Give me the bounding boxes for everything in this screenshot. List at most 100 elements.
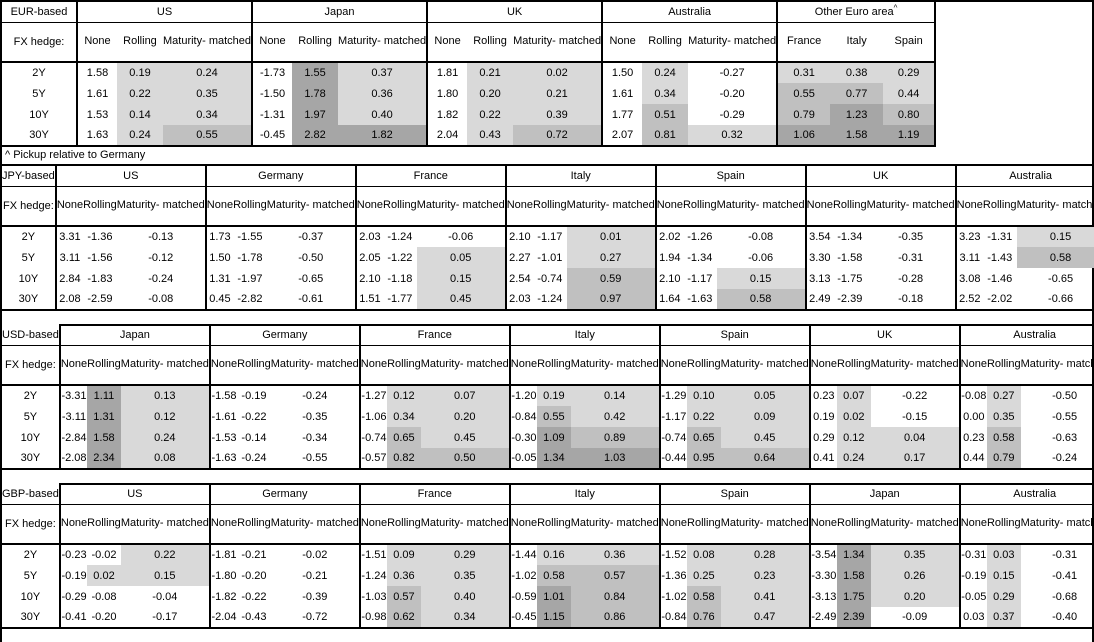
value-cell: -0.31 xyxy=(958,544,987,565)
table-row: 5Y -0.19 0.02 0.15 -1.80 -0.20 -0.21 -1.24 0.36 0… xyxy=(2,565,1094,586)
value-cell: 3.54 xyxy=(804,226,833,247)
value-cell: -1.02 xyxy=(508,565,538,586)
value-cell: -0.34 xyxy=(270,427,361,448)
column-header: Maturity- matched xyxy=(1020,345,1094,386)
value-cell: -0.29 xyxy=(58,586,88,607)
value-cell: -0.55 xyxy=(270,448,361,470)
value-cell: -1.36 xyxy=(658,565,688,586)
fx-hedge-label: FX hedge: xyxy=(2,504,61,545)
value-cell: 0.24 xyxy=(163,62,254,83)
value-cell: 0.65 xyxy=(387,427,421,448)
group-header-uk: UK xyxy=(808,324,961,346)
value-cell: 2.34 xyxy=(87,448,121,470)
value-cell: -1.18 xyxy=(387,272,413,285)
value-cell: -1.31 xyxy=(251,104,293,125)
value-cell: 0.16 xyxy=(537,544,571,565)
value-cell: 1.51 xyxy=(354,289,384,311)
value-cell: 2.03 xyxy=(354,226,384,247)
value-cell: -1.03 xyxy=(358,586,388,607)
value-cell: 0.19 xyxy=(808,406,837,427)
column-header: Maturity- matched xyxy=(270,504,361,545)
value-cell: -0.05 xyxy=(958,586,987,607)
value-cell: 1.63 xyxy=(76,125,117,147)
column-header: Spain xyxy=(883,22,937,63)
value-cell: -0.02 xyxy=(91,549,117,561)
value-cell: 0.34 xyxy=(387,406,421,427)
value-cell: -0.66 xyxy=(1016,289,1094,311)
value-cell: -0.45 xyxy=(251,125,293,147)
value-cell: 0.77 xyxy=(830,83,884,104)
column-header: Rolling xyxy=(537,345,571,386)
group-header-australia: Australia xyxy=(958,324,1094,346)
value-cell: -1.34 xyxy=(687,251,713,264)
value-cell: -0.19 xyxy=(58,565,88,586)
column-header: Maturity- matched xyxy=(338,22,429,63)
value-cell: -0.50 xyxy=(266,247,357,268)
value-cell: 0.26 xyxy=(870,565,961,586)
table-row: 10Y 1.53 0.14 0.34 -1.31 1.97 0.40 1.82 0.22 0.39… xyxy=(2,104,937,125)
value-cell: 0.35 xyxy=(870,544,961,565)
table-row: 10Y -0.29 -0.08 -0.04 -1.82 -0.22 -0.39 -1.03 0.… xyxy=(2,586,1094,607)
value-cell: -2.84 xyxy=(58,427,88,448)
column-header: Maturity- matched xyxy=(716,186,807,227)
column-header: Maturity- matched xyxy=(566,186,657,227)
column-header: Maturity- matched xyxy=(720,504,811,545)
value-cell: -0.74 xyxy=(658,427,688,448)
value-cell: 1.73 xyxy=(204,226,234,247)
group-header-spain: Spain xyxy=(654,166,807,187)
value-cell: 3.31 xyxy=(54,226,84,247)
column-header: None xyxy=(504,186,534,227)
group-header-australia: Australia xyxy=(958,483,1094,505)
tenor-label: 30Y xyxy=(2,125,78,147)
column-header: Maturity- matched xyxy=(270,345,361,386)
value-cell: -0.31 xyxy=(1020,544,1094,565)
value-cell: -1.51 xyxy=(358,544,388,565)
column-header: None xyxy=(958,345,987,386)
value-cell: 3.23 xyxy=(954,226,983,247)
group-header-us: US xyxy=(54,166,207,187)
value-cell: 3.11 xyxy=(954,247,983,268)
footnote-marker: ^ xyxy=(893,3,898,13)
value-cell: 0.07 xyxy=(420,385,511,406)
value-cell: -0.39 xyxy=(270,586,361,607)
value-cell: 0.40 xyxy=(338,104,429,125)
value-cell: 1.64 xyxy=(654,289,683,311)
base-currency-label: USD-based xyxy=(2,325,61,346)
column-header: Rolling xyxy=(837,345,871,386)
value-cell: 1.81 xyxy=(426,62,468,83)
eur-based-table: EUR-based US Japan UK Australia Other Euro ar… xyxy=(2,2,937,147)
column-header: Rolling xyxy=(387,345,421,386)
tenor-label: 2Y xyxy=(2,544,61,565)
value-cell: 0.42 xyxy=(570,406,661,427)
value-cell: -1.46 xyxy=(987,272,1013,285)
column-header: Rolling xyxy=(237,504,271,545)
value-cell: 0.41 xyxy=(720,586,811,607)
group-header-france: France xyxy=(358,483,511,505)
value-cell: 0.08 xyxy=(120,448,211,470)
value-cell: -0.27 xyxy=(688,62,779,83)
column-header: Rolling xyxy=(832,186,867,227)
column-header: Maturity- matched xyxy=(416,186,507,227)
value-cell: 1.82 xyxy=(338,125,429,147)
value-cell: 0.28 xyxy=(720,544,811,565)
group-header-germany: Germany xyxy=(204,166,357,187)
table-row: 5Y 3.11 -1.56 -0.12 1.50 -1.78 -0.50 2.05 -1.22 0… xyxy=(2,247,1094,268)
value-cell: 1.82 xyxy=(426,104,468,125)
value-cell: 0.34 xyxy=(642,83,689,104)
value-cell: 1.58 xyxy=(830,125,884,147)
column-header: Italy xyxy=(830,22,884,63)
value-cell: 0.15 xyxy=(120,565,211,586)
value-cell: 0.65 xyxy=(687,427,721,448)
value-cell: -1.36 xyxy=(87,231,113,243)
table-row: 10Y 2.84 -1.83 -0.24 1.31 -1.97 -0.65 2.10 -1.18… xyxy=(2,268,1094,289)
value-cell: 1.50 xyxy=(601,62,643,83)
value-cell: 3.30 xyxy=(804,247,833,268)
value-cell: -0.19 xyxy=(241,390,267,402)
value-cell: -0.19 xyxy=(958,565,987,586)
column-header: Rolling xyxy=(537,504,571,545)
value-cell: -0.28 xyxy=(866,268,957,289)
value-cell: 1.80 xyxy=(426,83,468,104)
value-cell: -0.72 xyxy=(270,607,361,629)
value-cell: -2.82 xyxy=(233,289,267,311)
